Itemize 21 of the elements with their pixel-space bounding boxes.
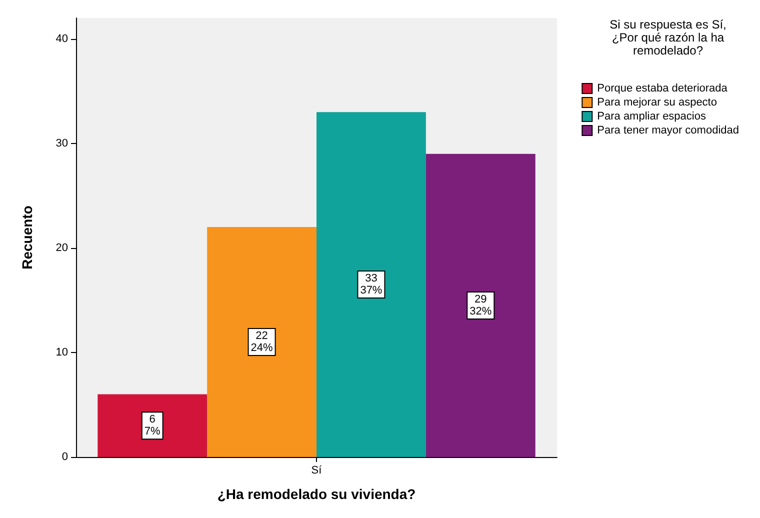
legend-label: Para ampliar espacios <box>597 110 706 122</box>
bar <box>207 227 316 457</box>
legend-label: Porque estaba deteriorada <box>597 82 728 94</box>
data-label: 22 24% <box>250 330 274 354</box>
data-label: 33 37% <box>360 272 382 297</box>
bar <box>426 154 536 457</box>
bar <box>316 112 426 457</box>
x-axis-title: ¿Ha remodelado su vivienda? <box>217 486 416 502</box>
x-tick-label: Sí <box>311 464 323 476</box>
legend-title: Si su respuesta es Sí, ¿Por qué razón la ha remodelado? <box>610 18 726 58</box>
data-label: 29 32% <box>470 293 492 318</box>
y-tick-label: 30 <box>56 137 68 150</box>
legend-label: Para tener mayor comodidad <box>597 124 740 136</box>
y-tick-label: 40 <box>56 32 68 45</box>
y-tick-label: 0 <box>62 451 68 463</box>
bar <box>98 394 208 457</box>
y-tick-label: 20 <box>56 242 68 254</box>
data-label: 6 7% <box>144 414 161 438</box>
legend-label: Para mejorar su aspecto <box>597 96 717 108</box>
y-tick-label: 10 <box>56 346 68 358</box>
y-axis-title: Recuento <box>19 206 35 270</box>
